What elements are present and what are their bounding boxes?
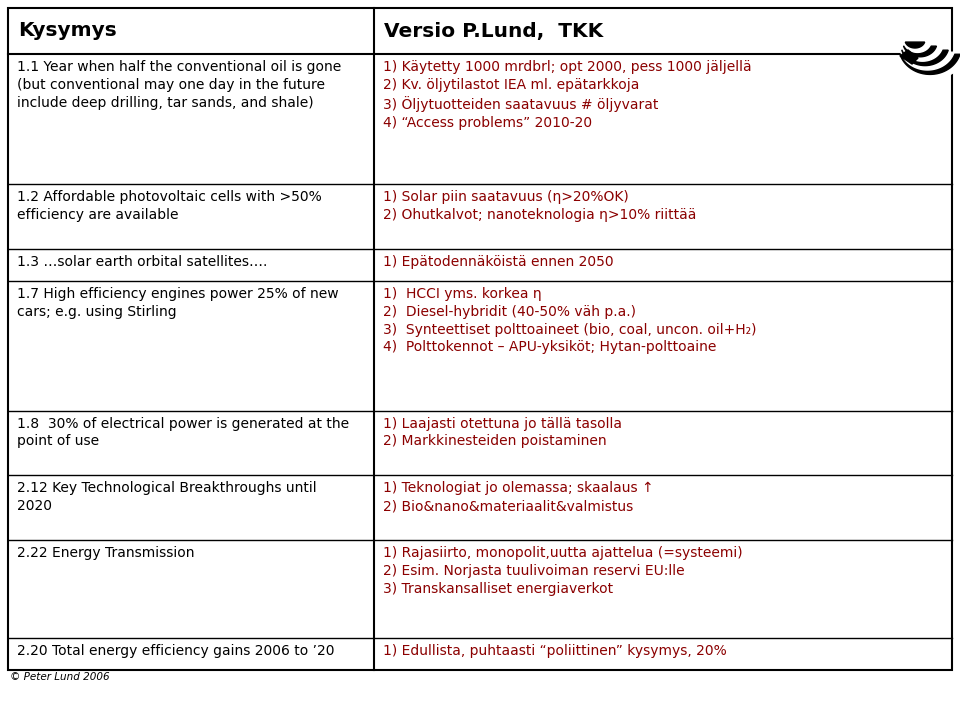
Polygon shape [900,50,918,64]
Text: 1) Käytetty 1000 mrdbrl; opt 2000, pess 1000 jäljellä
2) Kv. öljytilastot IEA ml: 1) Käytetty 1000 mrdbrl; opt 2000, pess … [383,60,752,130]
Text: 1)  HCCI yms. korkea η
2)  Diesel-hybridit (40-50% väh p.a.)
3)  Synteettiset po: 1) HCCI yms. korkea η 2) Diesel-hybridit… [383,287,756,355]
Polygon shape [903,46,936,57]
Text: 2.20 Total energy efficiency gains 2006 to ’20: 2.20 Total energy efficiency gains 2006 … [17,643,334,658]
Polygon shape [902,48,943,61]
Text: © Peter Lund 2006: © Peter Lund 2006 [10,672,109,682]
Polygon shape [901,50,948,65]
Text: 1) Edullista, puhtaasti “poliittinen” kysymys, 20%: 1) Edullista, puhtaasti “poliittinen” ky… [383,643,727,658]
Polygon shape [904,44,930,52]
Polygon shape [900,54,960,75]
Text: 1.8  30% of electrical power is generated at the
point of use: 1.8 30% of electrical power is generated… [17,417,349,448]
Polygon shape [900,56,960,79]
Text: 1.1 Year when half the conventional oil is gone
(but conventional may one day in: 1.1 Year when half the conventional oil … [17,60,341,110]
Polygon shape [900,52,954,70]
Polygon shape [905,42,924,48]
Text: 1.3 …solar earth orbital satellites….: 1.3 …solar earth orbital satellites…. [17,255,268,268]
Text: 2.12 Key Technological Breakthroughs until
2020: 2.12 Key Technological Breakthroughs unt… [17,482,317,513]
Text: 1.2 Affordable photovoltaic cells with >50%
efficiency are available: 1.2 Affordable photovoltaic cells with >… [17,189,322,222]
Text: 2.22 Energy Transmission: 2.22 Energy Transmission [17,546,195,560]
Text: 1) Teknologiat jo olemassa; skaalaus ↑
2) Bio&nano&materiaalit&valmistus: 1) Teknologiat jo olemassa; skaalaus ↑ 2… [383,482,654,513]
Text: 1) Solar piin saatavuus (η>20%OK)
2) Ohutkalvot; nanoteknologia η>10% riittää: 1) Solar piin saatavuus (η>20%OK) 2) Ohu… [383,189,697,222]
Text: 1) Epätodennäköistä ennen 2050: 1) Epätodennäköistä ennen 2050 [383,255,613,268]
Text: 1) Laajasti otettuna jo tällä tasolla
2) Markkinesteiden poistaminen: 1) Laajasti otettuna jo tällä tasolla 2)… [383,417,622,448]
Text: 1) Rajasiirto, monopolit,uutta ajattelua (=systeemi)
2) Esim. Norjasta tuulivoim: 1) Rajasiirto, monopolit,uutta ajattelua… [383,546,743,596]
Text: Kysymys: Kysymys [18,22,117,41]
Text: Versio P.Lund,  TKK: Versio P.Lund, TKK [384,22,604,41]
Text: 1.7 High efficiency engines power 25% of new
cars; e.g. using Stirling: 1.7 High efficiency engines power 25% of… [17,287,339,319]
